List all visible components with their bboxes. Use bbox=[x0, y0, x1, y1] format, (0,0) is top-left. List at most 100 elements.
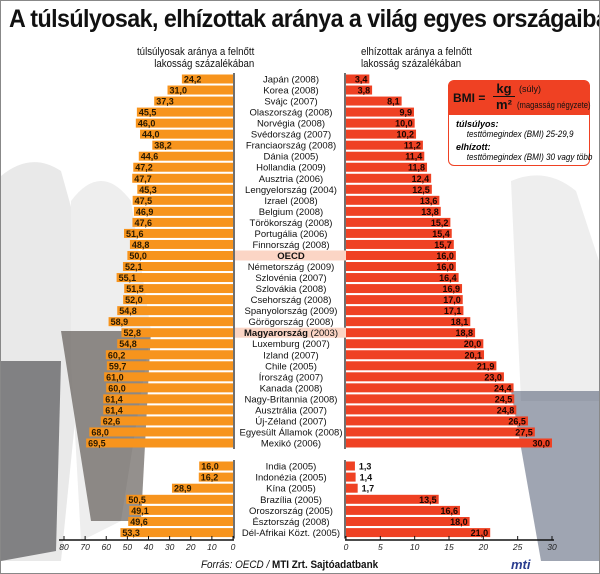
obese-value-label: 8,1 bbox=[387, 97, 400, 107]
country-label: Szlovénia (2007) bbox=[255, 273, 326, 284]
obese-value-label: 12,5 bbox=[412, 185, 430, 195]
country-label: Nagy-Britannia (2008) bbox=[245, 394, 338, 405]
country-label: Izland (2007) bbox=[263, 350, 318, 361]
country-label-bold: Magyarország bbox=[244, 328, 308, 339]
obese-value-label: 11,4 bbox=[405, 152, 422, 162]
obese-bar bbox=[346, 350, 485, 360]
country-label: Észtország (2008) bbox=[252, 517, 329, 528]
overweight-bar bbox=[140, 129, 233, 139]
overweight-bar bbox=[121, 328, 233, 338]
obese-value-label: 21,0 bbox=[471, 528, 489, 538]
bmi-legend-box: BMI = kg m² (súly) (magasság négyzete) t… bbox=[448, 80, 592, 166]
obese-value-label: 16,4 bbox=[439, 273, 457, 283]
obese-value-label: 30,0 bbox=[532, 438, 550, 448]
overweight-bar bbox=[127, 250, 233, 260]
overweight-bar bbox=[181, 74, 233, 84]
overweight-bar bbox=[120, 528, 233, 538]
obese-bar bbox=[346, 494, 439, 504]
overweight-bar bbox=[89, 427, 233, 437]
highlight-band bbox=[235, 250, 347, 261]
overweight-value-label: 47,6 bbox=[134, 218, 152, 228]
obese-bar bbox=[346, 262, 456, 272]
country-label: OECD bbox=[277, 251, 305, 262]
left-axis-title: túlsúlyosak aránya a felnőtt lakosság sz… bbox=[137, 46, 254, 70]
right-axis-title-line2: lakosság százalékában bbox=[361, 58, 462, 70]
country-label: Törökország (2008) bbox=[250, 218, 333, 229]
right-tick-label: 20 bbox=[478, 542, 489, 552]
overweight-value-label: 45,5 bbox=[139, 108, 157, 118]
obese-value-label: 16,0 bbox=[436, 262, 454, 272]
overweight-value-label: 44,6 bbox=[141, 152, 159, 162]
overweight-value-label: 16,0 bbox=[201, 462, 219, 472]
obese-value-label: 16,9 bbox=[443, 284, 461, 294]
overweight-value-label: 52,8 bbox=[123, 328, 141, 338]
country-label: Új-Zéland (2007) bbox=[255, 416, 326, 427]
overweight-value-label: 53,3 bbox=[122, 528, 140, 538]
overweight-value-label: 60,2 bbox=[108, 350, 126, 360]
overweight-def-text: testtömegindex (BMI) 25-29,9 bbox=[466, 129, 574, 139]
obese-bar bbox=[346, 295, 463, 305]
overweight-value-label: 69,5 bbox=[88, 438, 106, 448]
country-label: Ausztrália (2007) bbox=[255, 405, 327, 416]
obese-value-label: 15,2 bbox=[431, 218, 449, 228]
obese-bar bbox=[346, 317, 471, 327]
overweight-value-label: 49,6 bbox=[130, 517, 148, 527]
bmi-numerator-note: (súly) bbox=[519, 84, 541, 94]
obese-value-label: 27,5 bbox=[515, 427, 533, 437]
obese-value-label: 23,0 bbox=[484, 372, 502, 382]
overweight-bar bbox=[124, 284, 233, 294]
bmi-denominator-note: (magasság négyzete) bbox=[517, 100, 591, 110]
obese-bar bbox=[346, 306, 464, 316]
overweight-bar bbox=[198, 472, 233, 482]
obese-bar bbox=[346, 74, 370, 84]
obese-definition: elhízott: testtömegindex (BMI) 30 vagy t… bbox=[449, 142, 592, 162]
overweight-bar bbox=[133, 162, 233, 172]
obese-bar bbox=[346, 195, 440, 205]
obese-bar bbox=[346, 505, 460, 515]
left-tick-label: 30 bbox=[165, 542, 175, 552]
overweight-value-label: 46,0 bbox=[138, 119, 156, 129]
obese-value-label: 20,1 bbox=[464, 350, 482, 360]
overweight-value-label: 44,0 bbox=[142, 130, 160, 140]
overweight-value-label: 52,1 bbox=[125, 262, 143, 272]
overweight-bar bbox=[126, 494, 233, 504]
overweight-value-label: 24,2 bbox=[184, 75, 202, 85]
overweight-bar bbox=[122, 262, 233, 272]
obese-bar bbox=[346, 383, 514, 393]
overweight-bar bbox=[132, 217, 233, 227]
obese-value-label: 1,7 bbox=[362, 484, 375, 494]
overweight-bar bbox=[103, 405, 233, 415]
bmi-numerator: kg bbox=[493, 82, 515, 97]
country-label: Egyesült Államok (2008) bbox=[240, 427, 343, 438]
overweight-value-label: 59,7 bbox=[109, 361, 127, 371]
overweight-bar bbox=[100, 416, 233, 426]
country-label-bold: OECD bbox=[277, 251, 305, 262]
overweight-value-label: 50,0 bbox=[129, 251, 147, 261]
obese-bar bbox=[346, 284, 463, 294]
country-label: Csehország (2008) bbox=[251, 295, 332, 306]
overweight-bar bbox=[199, 461, 233, 471]
overweight-value-label: 49,1 bbox=[131, 506, 149, 516]
overweight-value-label: 54,8 bbox=[119, 339, 137, 349]
country-label-year: (2003) bbox=[308, 328, 338, 339]
obese-bar bbox=[346, 129, 417, 139]
overweight-value-label: 46,9 bbox=[136, 207, 154, 217]
obese-bar bbox=[346, 118, 415, 128]
country-label: Szlovákia (2008) bbox=[256, 284, 327, 295]
obese-bar bbox=[346, 217, 451, 227]
overweight-value-label: 31,0 bbox=[170, 86, 188, 96]
source-prefix: Forrás: OECD / bbox=[201, 559, 272, 571]
obese-value-label: 15,7 bbox=[434, 240, 452, 250]
obese-bar bbox=[346, 361, 497, 371]
obese-value-label: 1,3 bbox=[359, 462, 372, 472]
overweight-bar bbox=[137, 184, 233, 194]
bmi-formula-lhs: BMI = bbox=[453, 91, 486, 105]
overweight-bar bbox=[117, 306, 233, 316]
obese-value-label: 10,2 bbox=[397, 130, 415, 140]
overweight-bar bbox=[103, 394, 233, 404]
country-label: Dél-Afrikai Közt. (2005) bbox=[242, 528, 340, 539]
obese-value-label: 3,4 bbox=[355, 75, 368, 85]
right-tick-label: 0 bbox=[344, 542, 349, 552]
overweight-bar bbox=[171, 483, 233, 493]
country-label: Belgium (2008) bbox=[259, 207, 323, 218]
